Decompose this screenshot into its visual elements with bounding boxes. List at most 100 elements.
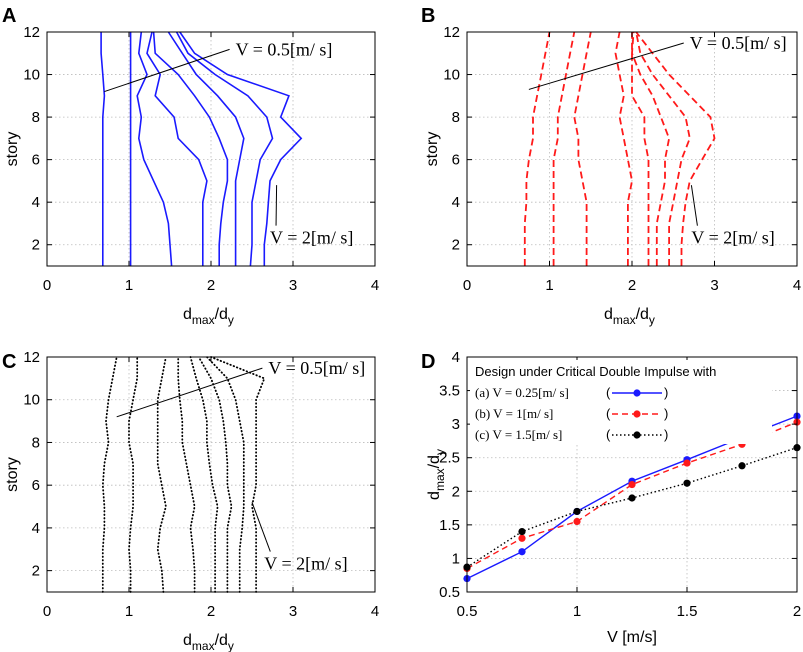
x-tick-label: 2 (628, 277, 636, 294)
legend-entry-label: (c) V = 1.5[m/ s] (475, 427, 562, 442)
data-point-c (518, 527, 526, 536)
series-line-V=1.25 (631, 32, 650, 266)
y-tick-label: 12 (23, 349, 40, 366)
x-axis-label-part: max (192, 639, 215, 652)
legend-swatch-marker (633, 389, 641, 397)
y-tick-label: 1 (452, 550, 460, 567)
series-line-V=0.25 (523, 31, 551, 266)
series-line-V=1 (177, 356, 196, 593)
x-axis-label-part: d (604, 306, 613, 323)
legend-entry-label: (a) V = 0.25[m/ s] (475, 385, 569, 400)
annotation-label: V = 0.5[m/ s] (690, 33, 787, 53)
annotation-label: V = 2[m/ s] (270, 228, 353, 248)
series-line-V=1.25 (189, 356, 219, 593)
y-tick-label: 8 (32, 434, 40, 451)
x-axis-label-part: max (613, 313, 636, 327)
y-axis-label-part: /d (426, 455, 443, 468)
panel-label: C (2, 351, 16, 373)
x-tick-label: 4 (793, 277, 801, 294)
data-point-b (628, 480, 636, 489)
data-point-b (573, 517, 581, 526)
y-tick-label: 10 (23, 392, 40, 409)
y-tick-label: 2 (32, 563, 40, 580)
x-tick-label: 0.5 (457, 603, 478, 620)
y-tick-label: 10 (443, 67, 460, 84)
annotation-leader (251, 502, 271, 552)
x-axis-label: dmax/dy (183, 306, 234, 327)
y-tick-label: 12 (23, 24, 40, 41)
data-point-c (573, 507, 581, 516)
y-tick-label: 8 (32, 109, 40, 126)
panel-label: B (421, 5, 435, 27)
y-tick-label: 1.5 (439, 517, 460, 534)
x-axis-label-part: /d (215, 632, 228, 649)
panel-label: D (421, 351, 435, 373)
x-tick-label: 2 (207, 603, 215, 620)
x-axis-label-part: max (192, 313, 215, 327)
annotation-label: V = 0.5[m/ s] (236, 39, 333, 59)
panel-d: 0.5 1 1.5 2 0.5 1 1.5 2 2.5 3 3.5 4 V [m/s] dmax/dy De… (421, 349, 801, 646)
x-axis-label-part: d (183, 632, 192, 649)
data-point-c (628, 494, 636, 502)
x-tick-label: 4 (371, 603, 379, 620)
x-axis-label: dmax/dy (183, 632, 234, 652)
y-tick-label: 8 (452, 109, 460, 126)
legend-swatch-marker (633, 410, 641, 418)
y-tick-label: 2 (32, 237, 40, 254)
y-tick-label: 4 (452, 194, 460, 211)
series-line-V=2 (210, 356, 266, 593)
series-line-V=0.75 (156, 356, 167, 593)
x-tick-label: 1 (125, 603, 133, 620)
annotation-label: V = 2[m/ s] (264, 554, 347, 574)
y-tick-label: 0.5 (439, 584, 460, 601)
legend-paren: ( (606, 385, 611, 400)
x-tick-label: 3 (710, 277, 718, 294)
y-tick-label: 4 (32, 194, 40, 211)
x-tick-label: 2 (793, 603, 801, 620)
y-axis-label-part: d (426, 491, 443, 500)
series-line-V=1.75 (175, 31, 274, 267)
series-line-V=1.5 (197, 356, 233, 593)
legend-entry-label: (b) V = 1[m/ s] (475, 406, 553, 421)
y-tick-label: 4 (452, 349, 460, 366)
x-axis-label-part: d (183, 306, 192, 323)
data-point-c (683, 479, 691, 487)
y-tick-label: 12 (443, 24, 460, 41)
series-line-V=1.25 (152, 31, 229, 266)
series-line-V=1.5 (631, 31, 671, 266)
y-tick-label: 2 (452, 483, 460, 500)
series-line-V=2 (179, 31, 303, 266)
series-line-V=1 (614, 31, 633, 266)
y-tick-label: 3.5 (439, 383, 460, 400)
y-tick-label: 2 (452, 237, 460, 254)
series-line-V=2 (635, 31, 716, 266)
legend-paren: ( (606, 427, 611, 442)
y-tick-label: 2.5 (439, 450, 460, 467)
x-axis-label: dmax/dy (604, 306, 655, 327)
y-axis-label-part: y (433, 449, 447, 455)
x-axis-label-part: y (649, 313, 655, 327)
series-line-V=0.5 (128, 356, 139, 593)
annotation-leader (528, 42, 684, 90)
x-tick-label: 4 (371, 277, 379, 294)
series-line-V=0.5 (552, 31, 576, 266)
annotation-leader (116, 367, 263, 418)
y-tick-label: 3 (452, 416, 460, 433)
x-tick-label: 0 (43, 277, 51, 294)
annotation-leader (275, 185, 278, 226)
x-tick-label: 1 (573, 603, 581, 620)
series-line-V=0.25 (100, 32, 106, 266)
series-line-V=0.75 (136, 31, 173, 267)
series-line-c (466, 446, 798, 568)
y-axis-label-part: max (433, 468, 447, 491)
legend-swatch-marker (633, 431, 641, 439)
y-axis-label: dmax/dy (426, 449, 447, 500)
series-line-V=1 (146, 31, 208, 266)
y-axis-label: story (424, 132, 441, 167)
y-tick-label: 6 (452, 152, 460, 169)
x-tick-label: 1 (545, 277, 553, 294)
